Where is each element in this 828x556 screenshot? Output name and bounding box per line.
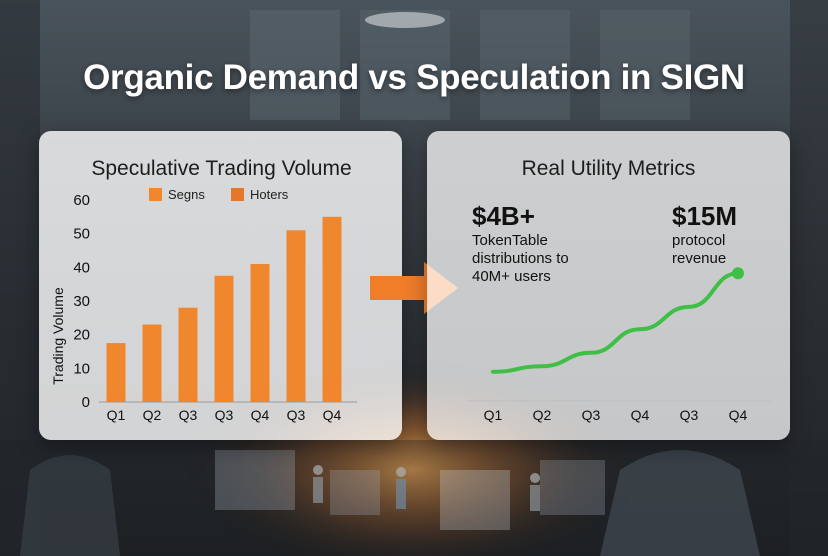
y-tick-label: 20 (73, 327, 90, 344)
page-title: Organic Demand vs Speculation in SIGN (83, 58, 745, 97)
x-tick-label: Q3 (287, 407, 306, 423)
x-tick-label: Q3 (680, 407, 699, 423)
utility-panel-title: Real Utility Metrics (521, 157, 696, 180)
utility-metrics-panel: Real Utility Metrics $4B+ TokenTable dis… (427, 131, 790, 440)
line-chart: Q1 Q2 Q3 Q4 Q3 Q4 (467, 267, 770, 423)
series-line (491, 271, 740, 374)
bar (214, 275, 234, 402)
metric-desc-line: protocol (672, 232, 726, 249)
y-tick-label: 60 (73, 192, 90, 209)
bar (178, 307, 198, 402)
speculative-volume-panel: Speculative Trading Volume Segns Hoters … (39, 131, 402, 440)
legend-item-hoters: Hoters (231, 187, 288, 202)
y-tick-label: 10 (73, 360, 90, 377)
x-tick-label: Q4 (631, 407, 650, 423)
legend-label-hoters: Hoters (250, 187, 289, 202)
metric-desc-line: revenue (672, 250, 727, 267)
x-tick-label: Q2 (143, 407, 162, 423)
y-tick-label: 0 (82, 394, 90, 411)
legend-swatch-hoters (231, 188, 244, 201)
bar-chart: 0 10 20 30 40 50 60 Q1 Q2 Q3 Q3 Q4 Q3 Q4 (73, 192, 357, 423)
metric-desc-distributions: TokenTable distributions to 40M+ users (472, 232, 569, 286)
x-tick-label: Q2 (533, 407, 552, 423)
x-tick-label: Q1 (484, 407, 503, 423)
x-tick-label: Q4 (323, 407, 342, 423)
legend-item-segns: Segns (149, 187, 205, 202)
metric-desc-line: 40M+ users (472, 268, 551, 285)
metric-desc-line: TokenTable (472, 232, 548, 249)
x-tick-label: Q3 (215, 407, 234, 423)
x-tick-label: Q4 (729, 407, 748, 423)
x-tick-label: Q3 (582, 407, 601, 423)
metric-desc-line: distributions to (472, 250, 569, 267)
x-tick-label: Q1 (107, 407, 126, 423)
y-tick-label: 50 (73, 226, 90, 243)
y-tick-label: 40 (73, 259, 90, 276)
legend-label-segns: Segns (168, 187, 205, 202)
x-tick-label: Q4 (251, 407, 270, 423)
y-tick-label: 30 (73, 293, 90, 310)
metric-value-revenue: $15M (672, 201, 738, 231)
bar (250, 263, 270, 402)
metric-desc-revenue: protocol revenue (672, 232, 726, 268)
x-tick-label: Q3 (179, 407, 198, 423)
bar (322, 216, 342, 402)
legend-swatch-segns (149, 188, 162, 201)
speculative-panel-title: Speculative Trading Volume (91, 157, 352, 180)
metric-value-distributions: $4B+ (472, 201, 535, 231)
bar (106, 343, 126, 402)
bar (286, 230, 306, 402)
end-point-marker (732, 267, 744, 280)
bar (142, 324, 162, 402)
